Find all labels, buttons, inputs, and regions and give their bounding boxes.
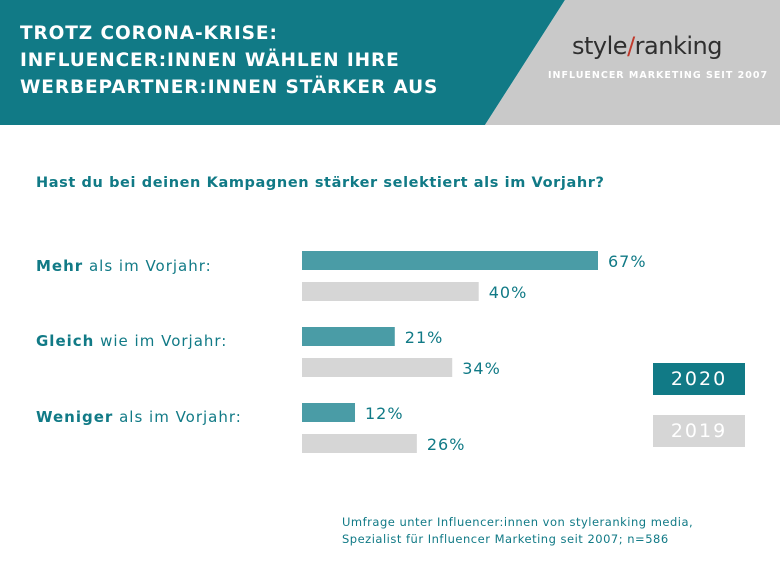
category-label-rest: als im Vorjahr: [113, 408, 242, 426]
source-footnote: Umfrage unter Influencer:innen von style… [342, 514, 693, 548]
legend-2019: 2019 [653, 415, 745, 447]
title-line-1: TROTZ CORONA-KRISE: [20, 23, 278, 44]
logo-text-style: style [572, 32, 628, 60]
value-label-2019-weniger: 26% [427, 435, 466, 454]
value-label-2020-gleich: 21% [405, 328, 444, 347]
styleranking-logo: style/ranking [572, 32, 762, 60]
category-label-rest: wie im Vorjahr: [94, 332, 228, 350]
bar-2020-weniger [302, 403, 356, 422]
logo-slash: / [627, 32, 635, 60]
category-label-rest: als im Vorjahr: [83, 257, 212, 275]
header-background [0, 0, 565, 125]
category-label-gleich: Gleich wie im Vorjahr: [36, 332, 227, 350]
title-line-3: WERBEPARTNER:INNEN STÄRKER AUS [20, 77, 439, 98]
category-label-weniger: Weniger als im Vorjahr: [36, 408, 242, 426]
value-label-2020-mehr: 67% [608, 252, 647, 271]
title-line-2: INFLUENCER:INNEN WÄHLEN IHRE [20, 50, 400, 71]
category-label-bold: Gleich [36, 332, 95, 350]
chart-question: Hast du bei deinen Kampagnen stärker sel… [36, 175, 605, 191]
value-label-2019-mehr: 40% [489, 283, 528, 302]
category-label-mehr: Mehr als im Vorjahr: [36, 257, 212, 275]
legend-2020: 2020 [653, 363, 745, 395]
category-label-bold: Weniger [36, 408, 114, 426]
category-label-bold: Mehr [36, 257, 84, 275]
bar-2020-gleich [302, 327, 395, 346]
bar-2020-mehr [302, 251, 598, 270]
footnote-line-1: Umfrage unter Influencer:innen von style… [342, 515, 694, 529]
page-title: TROTZ CORONA-KRISE: INFLUENCER:INNEN WÄH… [20, 20, 490, 101]
value-label-2020-weniger: 12% [365, 404, 404, 423]
bar-2019-mehr [302, 282, 479, 301]
value-label-2019-gleich: 34% [462, 359, 501, 378]
bar-2019-weniger [302, 434, 417, 453]
logo-text-ranking: ranking [634, 32, 723, 60]
logo-tagline: INFLUENCER MARKETING SEIT 2007 [548, 70, 769, 81]
footnote-line-2: Spezialist für Influencer Marketing seit… [342, 532, 669, 546]
bar-2019-gleich [302, 358, 453, 377]
